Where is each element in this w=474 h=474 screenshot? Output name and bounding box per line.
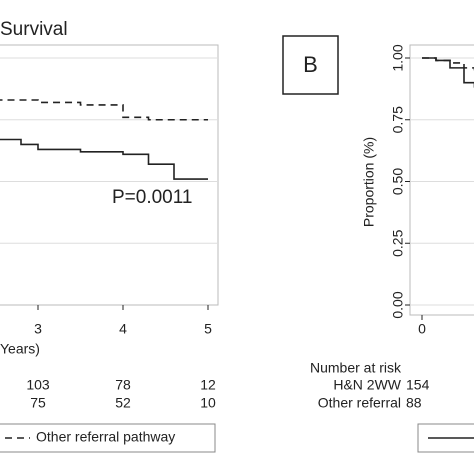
legend-box <box>417 423 474 453</box>
survival-curve <box>0 138 208 180</box>
y-tick-label: 0.50 <box>390 168 406 195</box>
legend-box <box>0 423 216 453</box>
risk-label: Other referral <box>318 395 401 411</box>
risk-value: 154 <box>406 377 430 393</box>
risk-value: 10 <box>200 395 216 411</box>
annotation: P=0.0011 <box>112 187 192 208</box>
risk-value: 12 <box>200 377 216 393</box>
x-tick-label: 4 <box>119 321 127 337</box>
chart-title: Survival <box>0 19 68 40</box>
risk-value: 78 <box>115 377 131 393</box>
risk-value: 88 <box>406 395 422 411</box>
x-axis-label: Years) <box>0 341 40 357</box>
risk-title: Number at risk <box>310 360 402 376</box>
y-tick-label: 0.75 <box>390 106 406 133</box>
panel-label-box <box>282 35 339 95</box>
plot-frame <box>409 44 474 316</box>
panel-label: B <box>303 52 318 77</box>
y-tick-label: 1.00 <box>390 44 406 71</box>
x-tick-label: 5 <box>204 321 212 337</box>
legend-label: Other referral pathway <box>36 429 175 445</box>
risk-value: 103 <box>26 377 50 393</box>
survival-curve <box>422 57 474 71</box>
y-axis-label: Proportion (%) <box>361 137 377 227</box>
plot-frame <box>0 44 219 306</box>
risk-label: H&N 2WW <box>333 377 401 393</box>
risk-value: 52 <box>115 395 131 411</box>
y-tick-label: 0.25 <box>390 229 406 256</box>
x-tick-label: 3 <box>34 321 42 337</box>
x-tick-label: 0 <box>418 321 426 337</box>
y-tick-label: 0.00 <box>390 291 406 318</box>
risk-value: 75 <box>30 395 46 411</box>
survival-curve <box>0 99 208 121</box>
